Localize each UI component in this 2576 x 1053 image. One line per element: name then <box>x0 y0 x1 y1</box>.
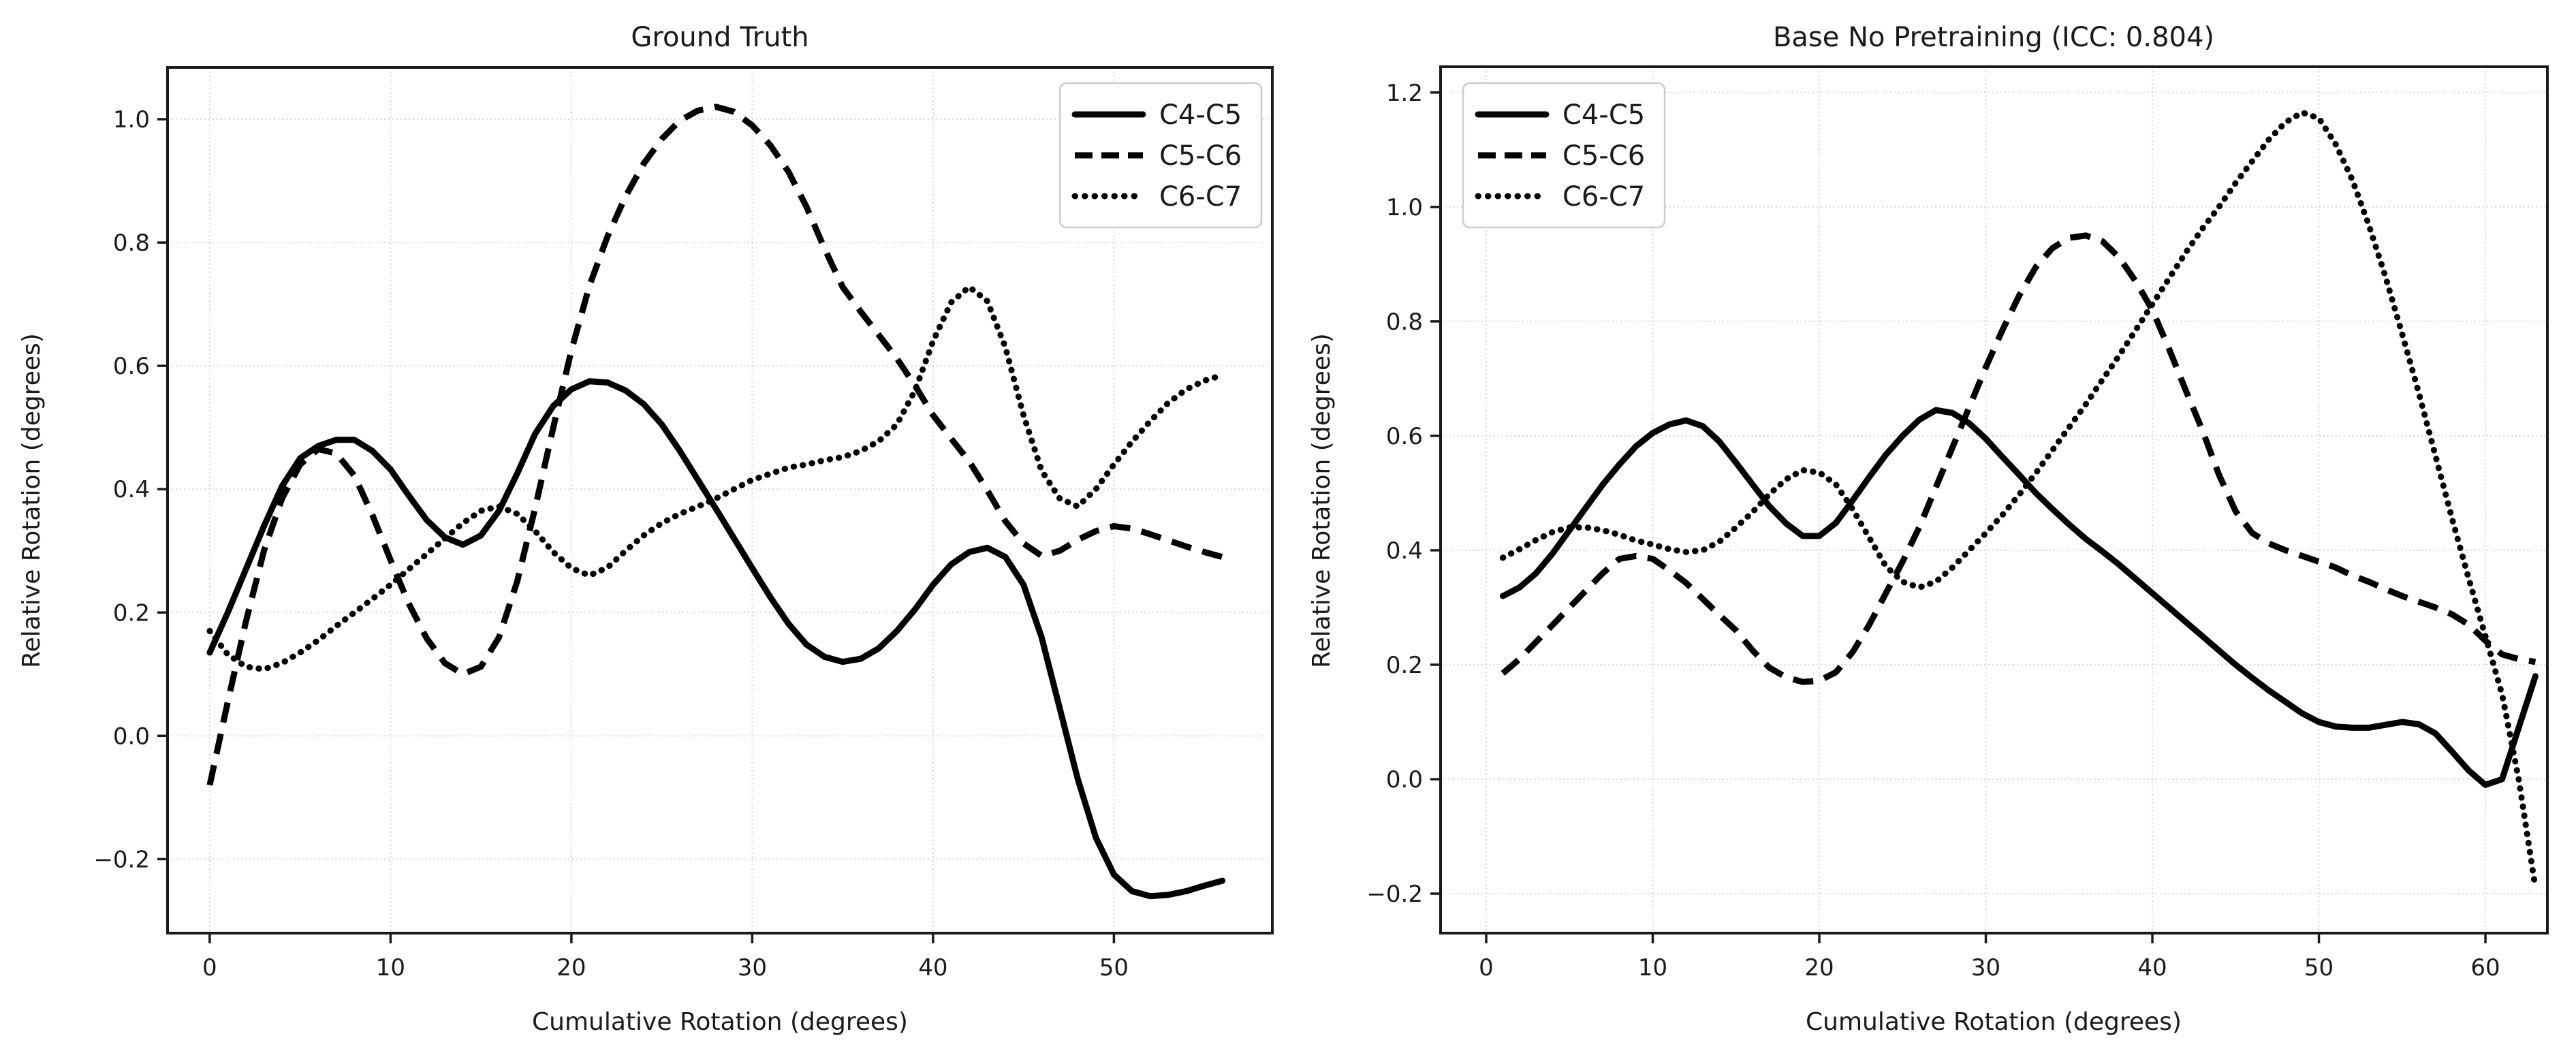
x-tick-label: 20 <box>556 954 586 981</box>
base-no-pretraining-xlabel: Cumulative Rotation (degrees) <box>1806 1008 2182 1036</box>
base-no-pretraining-title: Base No Pretraining (ICC: 0.804) <box>1773 22 2214 53</box>
legend-label: C5-C6 <box>1562 140 1645 172</box>
y-tick-label: 0.0 <box>1386 766 1423 793</box>
plot-border <box>166 66 1274 934</box>
legend-box <box>1058 82 1263 229</box>
x-tick-label: 10 <box>376 954 405 981</box>
ground-truth-xlabel: Cumulative Rotation (degrees) <box>532 1008 908 1036</box>
ground-truth-ylabel: Relative Rotation (degrees) <box>18 333 46 668</box>
y-tick-label: 0.2 <box>113 599 150 627</box>
series-c5-c6-dashed-line <box>206 104 1223 786</box>
legend: C4-C5 C5-C6 C6-C7 <box>1058 82 1263 229</box>
y-tick-label: −0.2 <box>93 846 150 873</box>
series-c6-c7-dotted-line <box>1499 109 2539 892</box>
y-tick-label: 0.2 <box>1386 652 1423 679</box>
y-tick-label: 0.4 <box>113 476 150 503</box>
y-tick-label: 0.4 <box>1386 537 1423 565</box>
y-tick-label: 0.8 <box>113 230 150 257</box>
x-tick-label: 30 <box>1971 954 2000 981</box>
legend: C4-C5 C5-C6 C6-C7 <box>1462 82 1666 229</box>
y-tick-label: 1.0 <box>1386 194 1423 221</box>
y-tick-label: 0.8 <box>1386 309 1423 336</box>
legend-label: C4-C5 <box>1562 99 1645 131</box>
x-tick-label: 60 <box>2470 954 2500 981</box>
series-c5-c6-dashed-line <box>1501 232 2536 685</box>
x-tick-label: 40 <box>918 954 947 981</box>
y-tick-label: 0.0 <box>113 723 150 750</box>
base-no-pretraining-plot-area: 0 10 20 30 40 50 60 −0.2 0.0 0.2 0.4 0.6 0.8 1.0 1.2 C4… <box>1366 65 2549 981</box>
ground-truth-title: Ground Truth <box>631 22 808 53</box>
y-tick-label: 0.6 <box>113 353 150 380</box>
series-c6-c7-dotted-line <box>206 283 1226 672</box>
y-tick-label: 1.2 <box>1386 80 1423 107</box>
series-c4-c5-solid-line <box>206 378 1226 900</box>
x-tick-label: 0 <box>202 954 217 981</box>
legend-label: C6-C7 <box>1159 181 1242 213</box>
x-tick-label: 0 <box>1479 954 1494 981</box>
series-c4-c5-solid-line <box>1499 407 2539 788</box>
base-no-pretraining-ylabel: Relative Rotation (degrees) <box>1308 333 1336 668</box>
legend-label: C6-C7 <box>1562 181 1645 213</box>
legend-label: C5-C6 <box>1159 140 1242 172</box>
x-tick-label: 20 <box>1804 954 1834 981</box>
x-tick-label: 10 <box>1638 954 1667 981</box>
x-tick-label: 50 <box>1099 954 1129 981</box>
legend-box <box>1462 82 1666 229</box>
x-tick-label: 50 <box>2304 954 2334 981</box>
legend-label: C4-C5 <box>1159 99 1242 131</box>
x-tick-label: 40 <box>2137 954 2167 981</box>
y-tick-label: 1.0 <box>113 106 150 133</box>
y-tick-label: −0.2 <box>1366 881 1423 908</box>
y-tick-label: 0.6 <box>1386 423 1423 450</box>
ground-truth-plot-area: 0 10 20 30 40 50 −0.2 0.0 0.2 0.4 0.6 0.8 1.0 C4-C5 C5… <box>93 66 1274 981</box>
x-tick-label: 30 <box>738 954 767 981</box>
plot-border <box>1439 65 2549 934</box>
